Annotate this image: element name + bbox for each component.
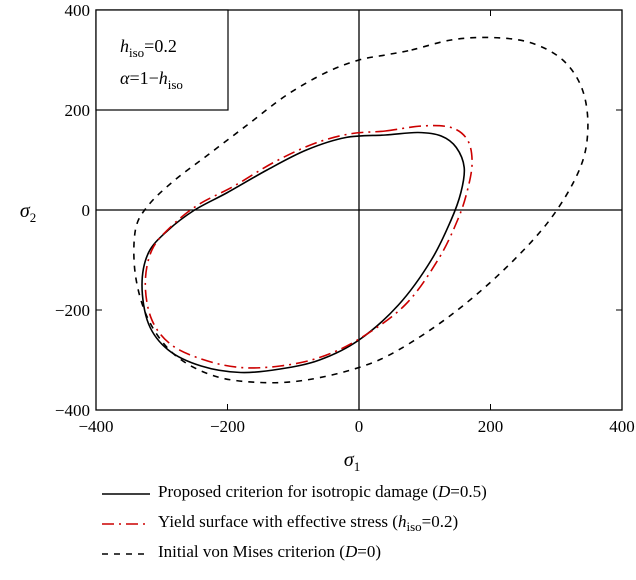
- legend-item-proposed: Proposed criterion for isotropic damage …: [100, 482, 630, 512]
- annotation-line-1: hiso=0.2: [120, 36, 177, 60]
- legend-swatch-solid: [102, 493, 150, 495]
- legend-item-effective: Yield surface with effective stress (his…: [100, 512, 630, 542]
- tick-labels: −400 −200 0 200 400 400 200 0 −200 −400: [55, 1, 635, 436]
- x-tick-label: −200: [210, 417, 245, 436]
- series-curve-3: [133, 36, 589, 384]
- y-tick-label: 400: [65, 1, 91, 20]
- annotation-box: hiso=0.2 α=1−hiso: [95, 9, 229, 111]
- series-curve-2: [144, 124, 473, 369]
- y-tick-label: 0: [82, 201, 91, 220]
- y-axis-label: σ2: [20, 200, 36, 225]
- legend-swatch-dashed: [102, 553, 150, 555]
- x-tick-label: −400: [78, 417, 113, 436]
- chart-canvas: −400 −200 0 200 400 400 200 0 −200 −400 σ1 σ2 his…: [20, 1, 635, 474]
- x-tick-label: 200: [478, 417, 504, 436]
- legend: Proposed criterion for isotropic damage …: [100, 482, 630, 572]
- annotation-line-2: α=1−hiso: [120, 68, 183, 92]
- y-tick-label: −400: [55, 401, 90, 420]
- series-layer: [133, 36, 589, 384]
- series-curve-1: [141, 131, 466, 374]
- legend-swatch-dashdot: [102, 523, 150, 525]
- x-tick-label: 400: [609, 417, 635, 436]
- y-tick-label: −200: [55, 301, 90, 320]
- x-tick-label: 0: [355, 417, 364, 436]
- legend-label-vonmises: Initial von Mises criterion (D=0): [158, 542, 381, 561]
- zero-axes: [96, 10, 622, 410]
- legend-label-proposed: Proposed criterion for isotropic damage …: [158, 482, 487, 501]
- legend-item-vonmises: Initial von Mises criterion (D=0): [100, 542, 630, 572]
- x-axis-label: σ1: [344, 449, 360, 474]
- y-tick-label: 200: [65, 101, 91, 120]
- legend-label-effective: Yield surface with effective stress (his…: [158, 512, 459, 534]
